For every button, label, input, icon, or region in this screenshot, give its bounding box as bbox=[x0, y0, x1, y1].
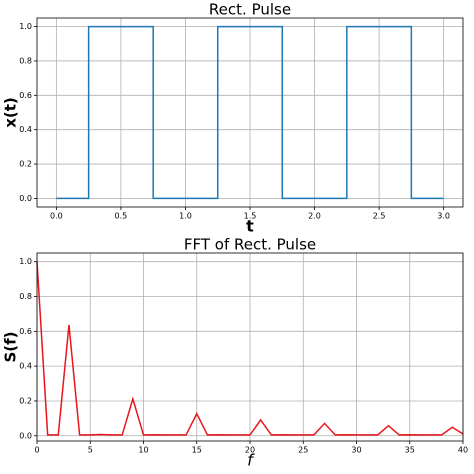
x-tick-label: 35 bbox=[405, 446, 415, 455]
plot-frame bbox=[36, 17, 464, 208]
x-axis-label: t bbox=[246, 217, 254, 236]
plot-frame bbox=[36, 252, 464, 442]
y-tick-label: 0.0 bbox=[19, 431, 32, 440]
x-tick-label: 5 bbox=[88, 446, 93, 455]
y-tick-label: 0.8 bbox=[19, 56, 32, 65]
y-axis-label: S(f) bbox=[2, 331, 20, 362]
data-line bbox=[56, 25, 444, 200]
y-tick-label: 0.4 bbox=[19, 125, 32, 134]
x-tick-label: 15 bbox=[192, 446, 202, 455]
x-tick-label: 30 bbox=[351, 446, 361, 455]
x-tick-label: 1.5 bbox=[244, 212, 257, 221]
x-tick-label: 0 bbox=[34, 446, 39, 455]
x-tick-label: 2.5 bbox=[373, 212, 386, 221]
y-tick-label: 0.6 bbox=[19, 327, 32, 336]
y-tick-label: 0.4 bbox=[19, 362, 32, 371]
x-tick-label: 2.0 bbox=[308, 212, 321, 221]
y-tick-label: 1.0 bbox=[19, 22, 32, 31]
x-axis-label: f bbox=[247, 451, 255, 470]
y-tick-label: 0.2 bbox=[19, 160, 32, 169]
x-tick-label: 1.0 bbox=[179, 212, 192, 221]
x-tick-label: 20 bbox=[245, 446, 255, 455]
x-tick-label: 0.0 bbox=[50, 212, 63, 221]
y-axis-label: x(t) bbox=[2, 97, 20, 128]
y-tick-label: 0.2 bbox=[19, 396, 32, 405]
data-line bbox=[36, 261, 464, 436]
chart-title: FFT of Rect. Pulse bbox=[184, 236, 316, 254]
y-tick-label: 0.8 bbox=[19, 292, 32, 301]
y-tick-label: 0.6 bbox=[19, 91, 32, 100]
x-tick-label: 25 bbox=[298, 446, 308, 455]
x-tick-label: 3.0 bbox=[437, 212, 450, 221]
x-tick-label: 0.5 bbox=[115, 212, 128, 221]
y-tick-label: 1.0 bbox=[19, 257, 32, 266]
x-tick-label: 10 bbox=[138, 446, 148, 455]
y-tick-label: 0.0 bbox=[19, 194, 32, 203]
x-tick-label: 40 bbox=[458, 446, 468, 455]
chart-title: Rect. Pulse bbox=[209, 1, 291, 19]
